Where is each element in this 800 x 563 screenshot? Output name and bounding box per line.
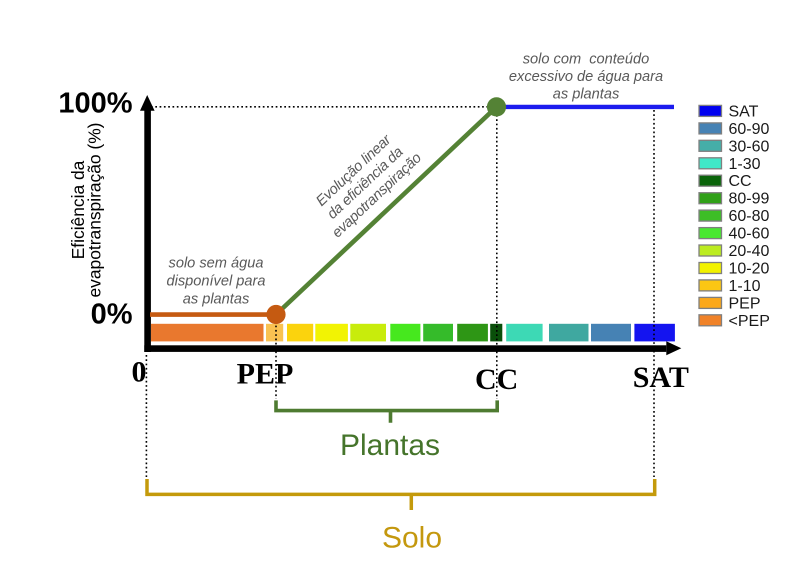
svg-text:as plantas: as plantas	[183, 292, 250, 308]
svg-text:<PEP: <PEP	[729, 313, 770, 330]
svg-text:0%: 0%	[91, 299, 133, 331]
svg-text:CC: CC	[475, 363, 518, 396]
svg-text:CC: CC	[729, 173, 752, 190]
svg-text:20-40: 20-40	[729, 243, 770, 260]
svg-text:40-60: 40-60	[729, 226, 770, 243]
svg-text:evapotranspiração (%): evapotranspiração (%)	[85, 123, 105, 298]
svg-text:SAT: SAT	[633, 361, 689, 394]
svg-text:Solo: Solo	[382, 522, 442, 555]
svg-text:30-60: 30-60	[729, 138, 770, 155]
svg-text:PEP: PEP	[729, 295, 761, 312]
svg-text:0: 0	[132, 356, 147, 389]
svg-text:disponível para: disponível para	[167, 274, 266, 290]
svg-text:1-30: 1-30	[729, 156, 761, 173]
svg-text:solo com conteúdo: solo com conteúdo	[523, 52, 650, 68]
svg-text:1-10: 1-10	[729, 278, 761, 295]
svg-text:60-90: 60-90	[729, 121, 770, 138]
svg-text:SAT: SAT	[729, 103, 759, 120]
svg-text:PEP: PEP	[237, 358, 294, 391]
svg-text:Plantas: Plantas	[340, 429, 440, 462]
svg-text:as plantas: as plantas	[553, 87, 620, 103]
svg-text:Eficiência da: Eficiência da	[68, 160, 88, 259]
svg-text:60-80: 60-80	[729, 208, 770, 225]
svg-text:100%: 100%	[58, 87, 132, 119]
svg-text:80-99: 80-99	[729, 191, 770, 208]
svg-text:10-20: 10-20	[729, 261, 770, 278]
svg-text:excessivo de água para: excessivo de água para	[509, 69, 663, 85]
svg-text:solo sem água: solo sem água	[169, 256, 264, 272]
